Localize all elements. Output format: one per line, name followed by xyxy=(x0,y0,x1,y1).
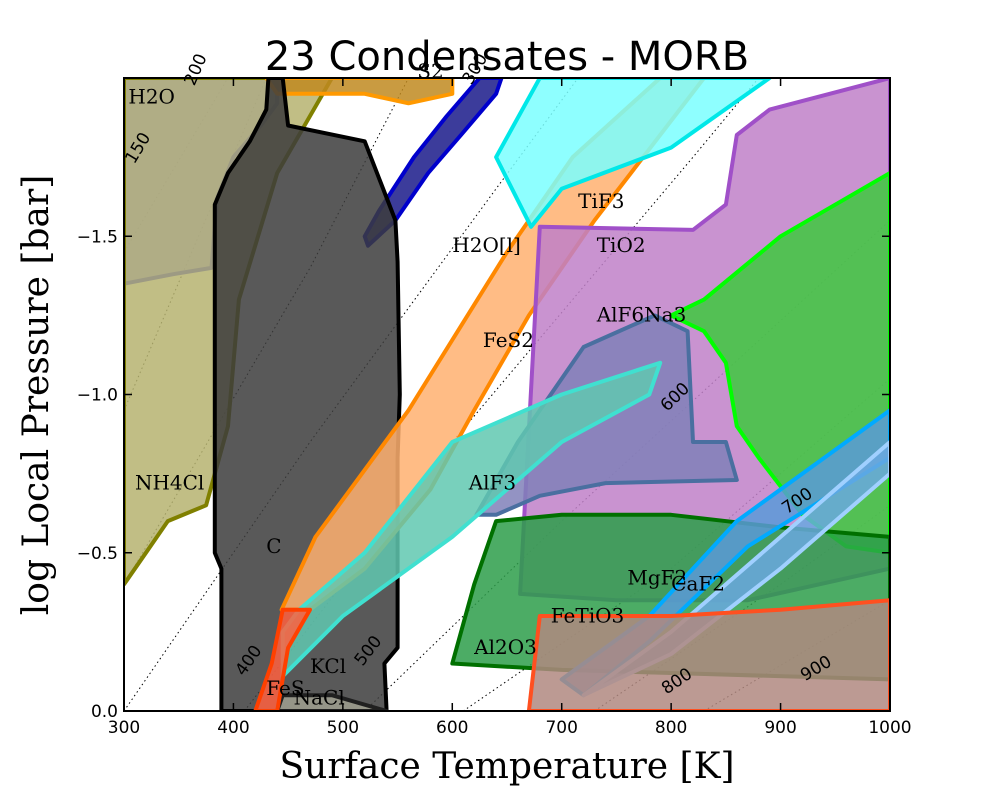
region-label-kcl: KCl xyxy=(310,654,346,678)
region-label-al2o3: Al2O3 xyxy=(473,635,537,659)
x-tick-label-700: 700 xyxy=(545,718,577,738)
region-label-alf3: AlF3 xyxy=(468,470,516,494)
region-layer xyxy=(124,78,890,711)
region-label-s2: S2 xyxy=(417,59,443,83)
region-fetio3 xyxy=(526,598,890,711)
isotherm-line-600 xyxy=(364,220,890,711)
region-label-nh4cl: NH4Cl xyxy=(135,470,204,494)
y-tick-label-1-5: −1.5 xyxy=(77,227,118,247)
region-label-fes2: FeS2 xyxy=(483,328,534,352)
x-axis-label: Surface Temperature [K] xyxy=(279,746,734,787)
x-tick-label-500: 500 xyxy=(327,718,359,738)
region-label-caf2: CaF2 xyxy=(671,572,725,596)
region-label-h2o-l: H2O[l] xyxy=(452,233,521,257)
x-tick-label-400: 400 xyxy=(217,718,249,738)
region-label-layer: H2O NH4Cl S2 H2O[l] C FeS2 TiF3 TiO2 AlF6Na3 AlF3… xyxy=(128,59,725,710)
x-tick-label-800: 800 xyxy=(655,718,687,738)
region-label-fes: FeS xyxy=(266,676,304,700)
y-axis-label: log Local Pressure [bar] xyxy=(16,175,57,615)
y-tick-label-0-0: 0.0 xyxy=(91,702,118,722)
x-tick-label-1000: 1000 xyxy=(868,718,911,738)
chart-title: 23 Condensates - MORB xyxy=(265,34,749,80)
y-tick-label-1-0: −1.0 xyxy=(77,386,118,406)
region-label-alf6na3: AlF6Na3 xyxy=(596,303,687,327)
region-label-tif3: TiF3 xyxy=(578,189,624,213)
x-tick-label-900: 900 xyxy=(764,718,796,738)
x-tick-label-600: 600 xyxy=(436,718,468,738)
y-axis: 0.0 −0.5 −1.0 −1.5 xyxy=(77,227,890,722)
region-fes xyxy=(253,607,312,711)
region-label-fetio3: FeTiO3 xyxy=(551,603,624,627)
x-tick-label-300: 300 xyxy=(108,718,140,738)
region-label-h2o: H2O xyxy=(128,84,175,108)
region-label-nacl: NaCl xyxy=(294,686,345,710)
y-tick-label-0-5: −0.5 xyxy=(77,544,118,564)
region-label-c: C xyxy=(266,534,281,558)
region-label-mgf2: MgF2 xyxy=(627,565,687,589)
region-tif3 xyxy=(494,78,772,229)
region-label-tio2: TiO2 xyxy=(597,233,646,257)
x-axis: 300 400 500 600 700 800 900 1000 xyxy=(108,78,912,738)
